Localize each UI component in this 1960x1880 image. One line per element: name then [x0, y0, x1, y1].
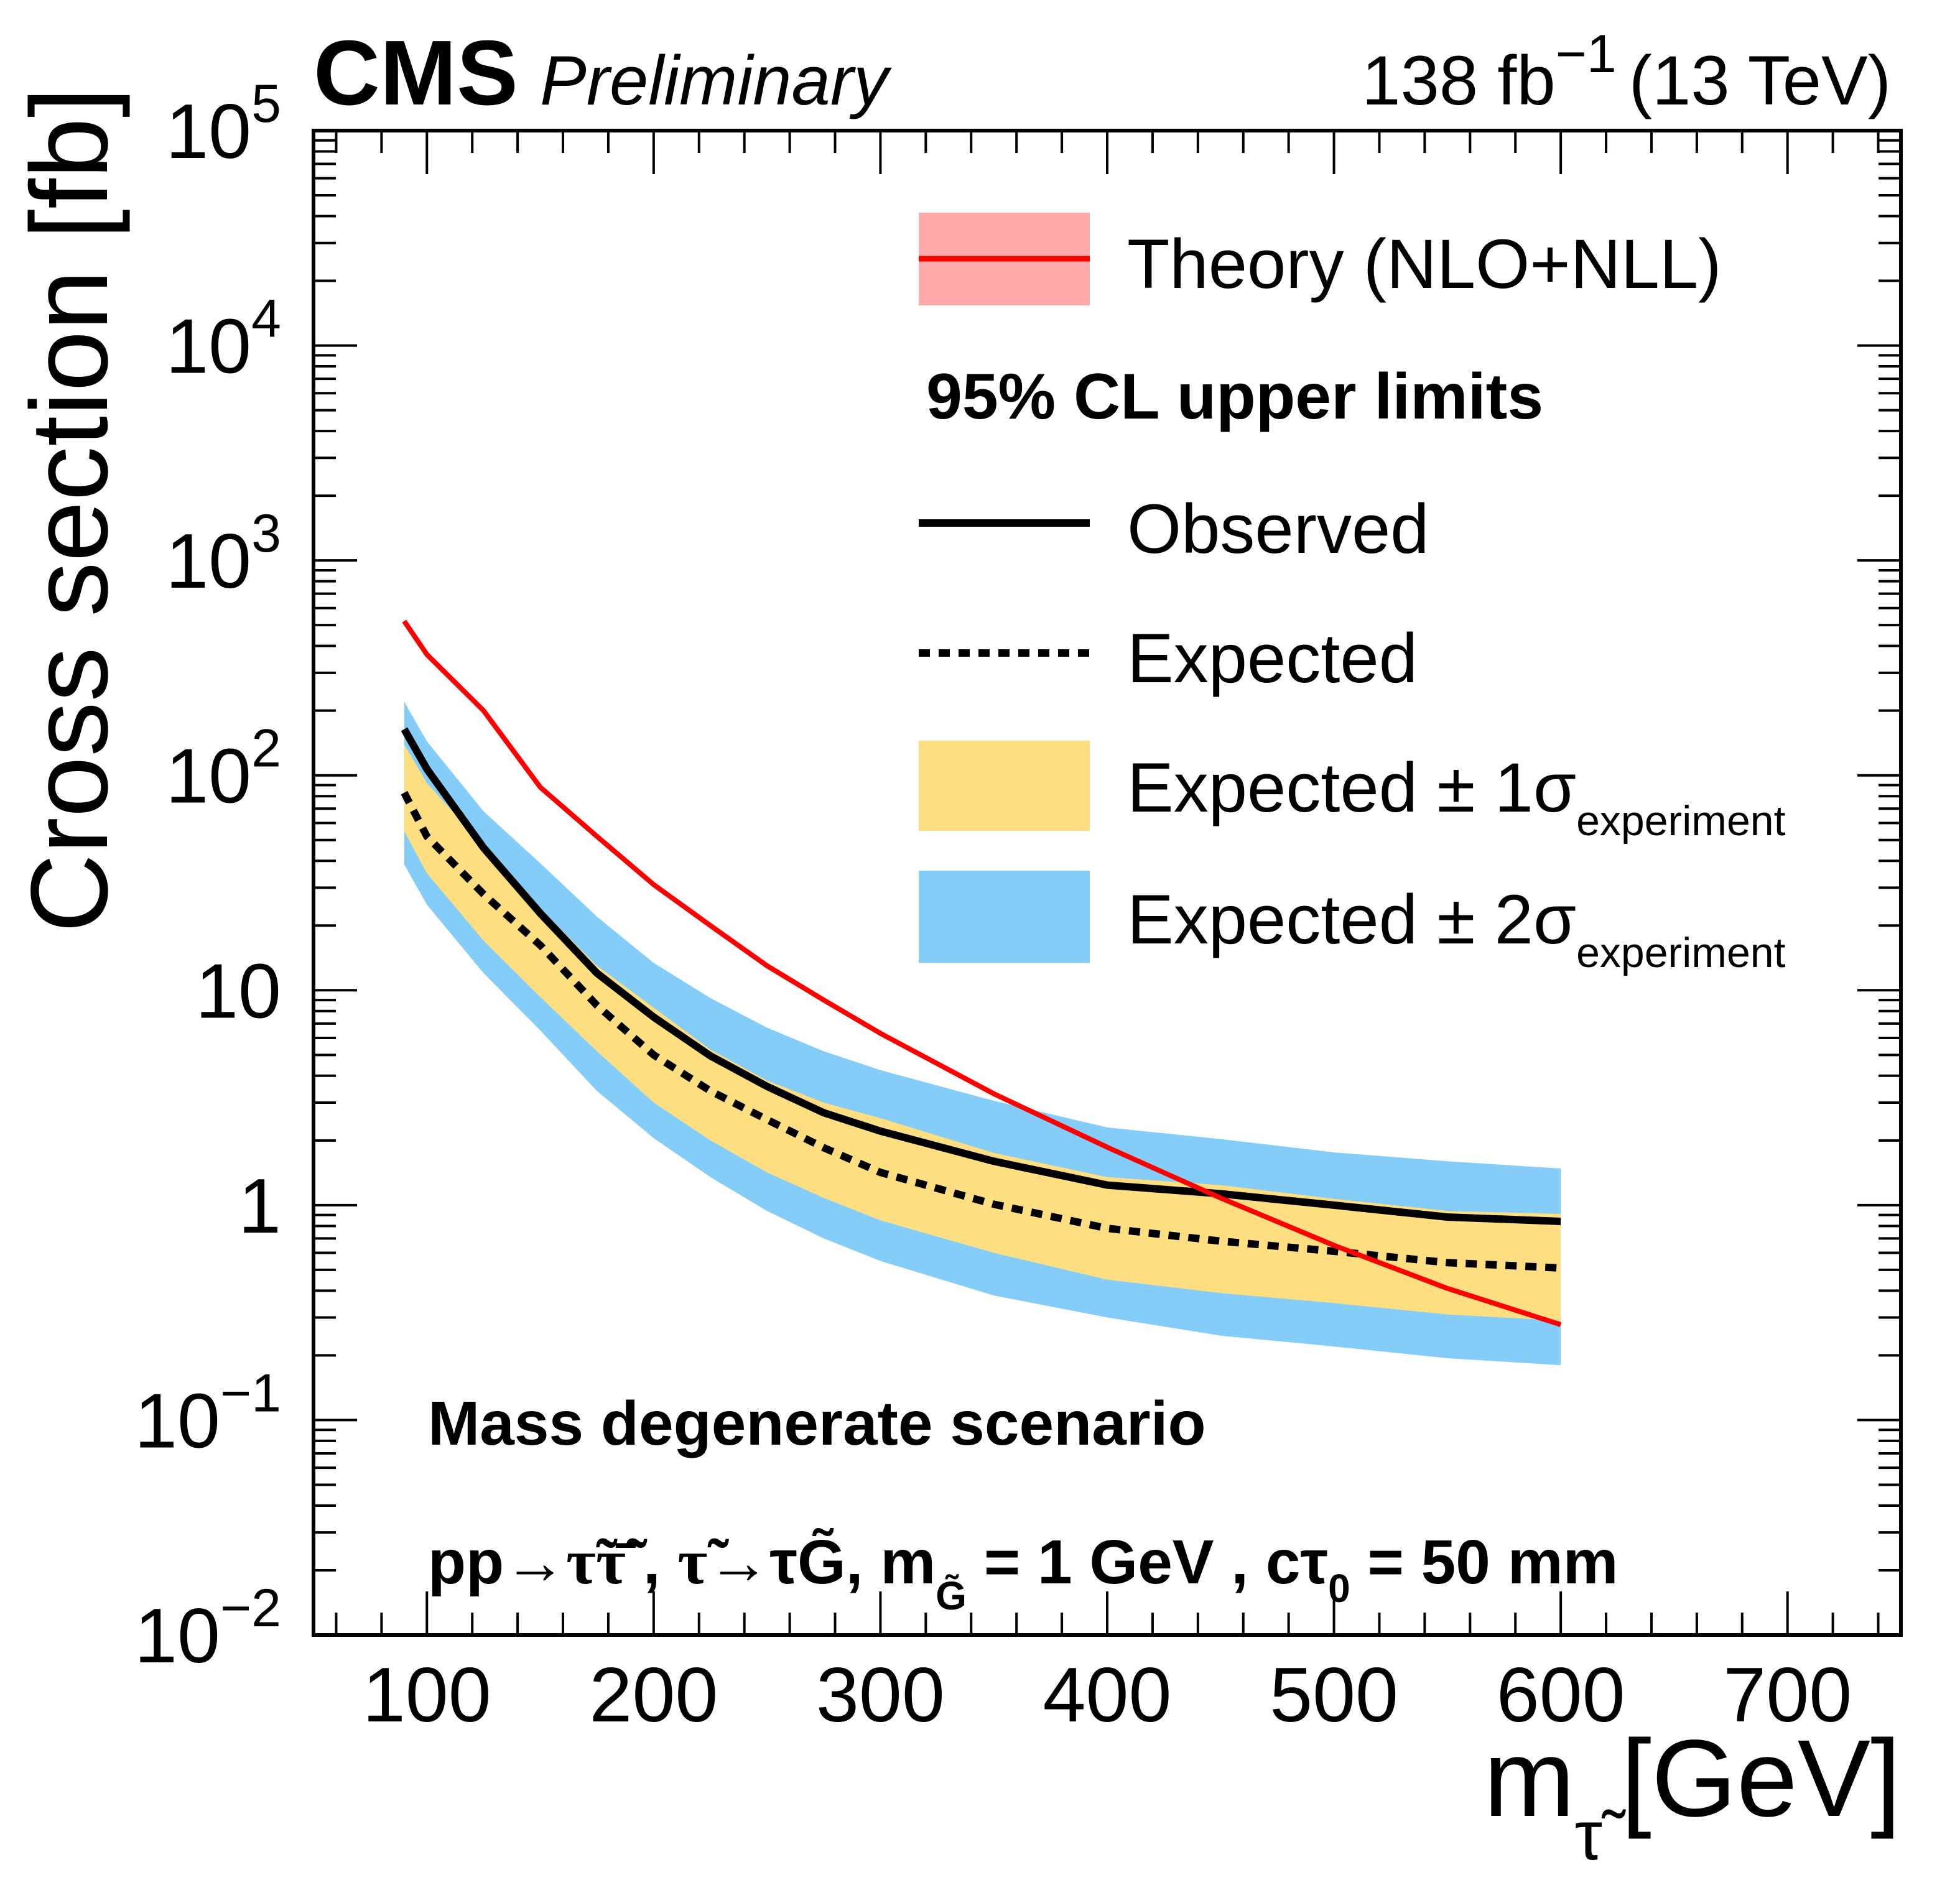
y-tick-base: 10: [134, 1378, 220, 1464]
y-tick-base: 10: [165, 304, 251, 390]
ctau-tau: τ: [1300, 1527, 1328, 1597]
process-annotation: pp→τ̃τ̃̄ , τ̃→τG̃, mG̃ = 1 GeV , cτ0 = 5…: [428, 1526, 1619, 1618]
legend-label-expected: Expected: [1127, 619, 1418, 697]
y-tick-label: 105: [165, 74, 281, 175]
x-tick-label: 300: [816, 1652, 945, 1738]
y-axis-title: Cross section [fb]: [9, 87, 131, 933]
energy-label: (13 TeV): [1629, 42, 1891, 119]
y-tick-base: 10: [195, 948, 281, 1034]
legend-heading: 95% CL upper limits: [926, 361, 1543, 433]
legend-label-theory: Theory (NLO+NLL): [1127, 225, 1721, 303]
legend: Theory (NLO+NLL) 95% CL upper limits Obs…: [919, 213, 1786, 976]
y-tick-base: 10: [134, 1593, 220, 1679]
y-tick-base: 10: [165, 734, 251, 820]
scenario-annotation: Mass degenerate scenario: [428, 1389, 1206, 1458]
legend-swatch-1sigma: [919, 741, 1090, 831]
legend-label-1sigma-main: Expected ± 1σ: [1127, 749, 1576, 827]
legend-label-observed: Observed: [1127, 490, 1429, 568]
y-tick-label: 102: [165, 719, 281, 820]
expected-line: [401, 790, 1561, 1272]
decay-gravitino: G̃: [797, 1527, 846, 1597]
y-tick-label: 104: [165, 289, 281, 390]
legend-item-2sigma: Expected ± 2σexperiment: [919, 871, 1786, 976]
lumi-exponent: −1: [1556, 24, 1617, 84]
x-tick-label: 600: [1497, 1652, 1625, 1738]
ticks-layer: [314, 129, 1901, 1636]
ctau-value: = 50 mm: [1350, 1527, 1619, 1597]
y-tick-label: 103: [165, 504, 281, 604]
luminosity-label: 138 fb−1 (13 TeV): [1362, 24, 1891, 119]
y-tick-exponent: −1: [220, 1363, 281, 1423]
decay-arrow: →τ: [707, 1527, 797, 1597]
tick-labels-layer: 100 200 300 400 500 600 70010510410310210110−1…: [134, 74, 1852, 1738]
y-tick-label: 1: [238, 1164, 281, 1249]
legend-item-1sigma: Expected ± 1σexperiment: [919, 741, 1786, 845]
x-axis-title-main: m: [1484, 1718, 1575, 1840]
lumi-value: 138 fb: [1362, 42, 1555, 119]
legend-item-theory: Theory (NLO+NLL): [919, 213, 1721, 305]
process-sep: ,: [626, 1527, 677, 1597]
x-tick-label: 200: [589, 1652, 718, 1738]
x-tick-label: 100: [363, 1652, 491, 1738]
band-1sigma: [404, 744, 1561, 1321]
y-tick-exponent: 3: [251, 504, 281, 563]
mass-subscript: G̃: [936, 1573, 967, 1618]
theory-line: [402, 619, 1562, 1327]
mass-value: = 1 GeV , c: [967, 1527, 1300, 1597]
y-tick-label: 10−2: [134, 1578, 281, 1679]
x-tick-label: 400: [1043, 1652, 1172, 1738]
y-tick-label: 10: [195, 948, 281, 1034]
legend-label-2sigma-main: Expected ± 2σ: [1127, 881, 1576, 958]
status-label: Preliminary: [540, 42, 892, 119]
x-axis-title: mτ̃ [GeV]: [1484, 1718, 1901, 1874]
legend-label-1sigma: Expected ± 1σexperiment: [1127, 749, 1786, 845]
lines-layer: [401, 619, 1562, 1327]
x-axis-title-unit: [GeV]: [1621, 1718, 1901, 1840]
legend-swatch-2sigma: [919, 871, 1090, 963]
y-tick-base: 10: [165, 519, 251, 604]
y-tick-label: 10−1: [134, 1363, 281, 1464]
x-tick-label: 500: [1270, 1652, 1398, 1738]
legend-item-expected: Expected: [919, 619, 1418, 697]
experiment-label: CMS: [314, 22, 518, 124]
y-tick-exponent: −2: [220, 1578, 281, 1638]
observed-line: [401, 727, 1561, 1225]
legend-label-2sigma-sub: experiment: [1576, 929, 1785, 976]
legend-label-1sigma-sub: experiment: [1576, 797, 1785, 845]
mass-m: , m: [846, 1527, 936, 1597]
y-tick-base: 1: [238, 1164, 281, 1249]
legend-label-2sigma: Expected ± 2σexperiment: [1127, 881, 1786, 976]
process-pp: pp→: [428, 1527, 566, 1597]
y-tick-exponent: 4: [251, 289, 281, 349]
legend-item-observed: Observed: [919, 490, 1429, 568]
y-tick-base: 10: [165, 89, 251, 175]
y-tick-exponent: 5: [251, 74, 281, 134]
ctau-subscript: 0: [1328, 1566, 1350, 1611]
x-tick-label: 700: [1723, 1652, 1852, 1738]
y-tick-exponent: 2: [251, 719, 281, 779]
